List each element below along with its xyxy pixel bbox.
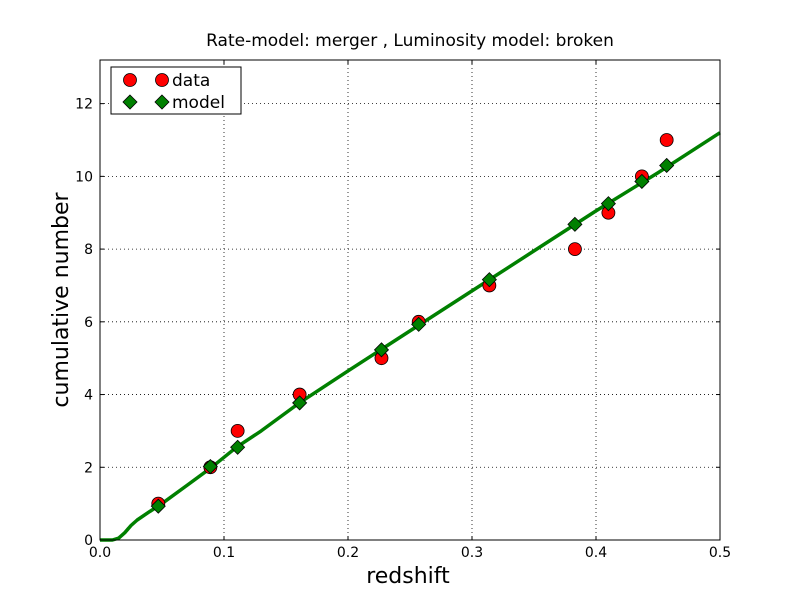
legend-label-data: data — [172, 71, 210, 91]
plot-area — [100, 60, 720, 540]
y-tick-label: 10 — [75, 169, 93, 185]
y-axis-ticks: 0 2 4 6 8 10 12 — [75, 97, 720, 549]
model-point — [292, 395, 308, 411]
x-tick-label: 0.5 — [709, 545, 731, 561]
x-axis-ticks: 0.0 0.1 0.2 0.3 0.4 0.5 — [89, 60, 731, 561]
y-tick-label: 0 — [84, 533, 93, 549]
model-curve-layer — [100, 131, 721, 542]
legend-data-marker — [123, 73, 137, 87]
legend-model-marker — [154, 94, 170, 110]
y-tick-label: 4 — [84, 388, 93, 404]
y-tick-label: 6 — [84, 315, 93, 331]
y-axis-label: cumulative number — [49, 191, 74, 407]
legend-label-model: model — [172, 93, 225, 113]
y-tick-label: 8 — [84, 242, 93, 258]
model-point — [600, 196, 616, 212]
model-point — [567, 216, 583, 232]
data-point — [568, 242, 582, 256]
legend-data-marker — [155, 73, 169, 87]
model-point — [230, 439, 246, 455]
model-point — [659, 157, 675, 174]
legend-model-marker — [122, 94, 138, 110]
model-point — [481, 272, 497, 288]
y-tick-label: 12 — [75, 97, 93, 113]
x-axis-label: redshift — [366, 564, 450, 589]
chart-title: Rate-model: merger , Luminosity model: b… — [206, 31, 614, 51]
x-tick-label: 0.0 — [89, 545, 111, 561]
x-tick-label: 0.1 — [213, 545, 235, 561]
plot-frame — [99, 59, 721, 541]
y-tick-label: 2 — [84, 460, 93, 476]
data-point — [659, 133, 674, 147]
model-point — [634, 173, 650, 190]
x-tick-label: 0.2 — [337, 545, 359, 561]
model-point — [411, 316, 427, 332]
points-layer — [150, 133, 675, 514]
model-point — [150, 498, 166, 514]
x-tick-label: 0.3 — [461, 545, 483, 561]
x-tick-label: 0.4 — [585, 545, 607, 561]
data-point — [230, 424, 245, 438]
model-curve — [100, 131, 721, 542]
model-point — [373, 342, 390, 358]
model-point — [202, 458, 218, 475]
